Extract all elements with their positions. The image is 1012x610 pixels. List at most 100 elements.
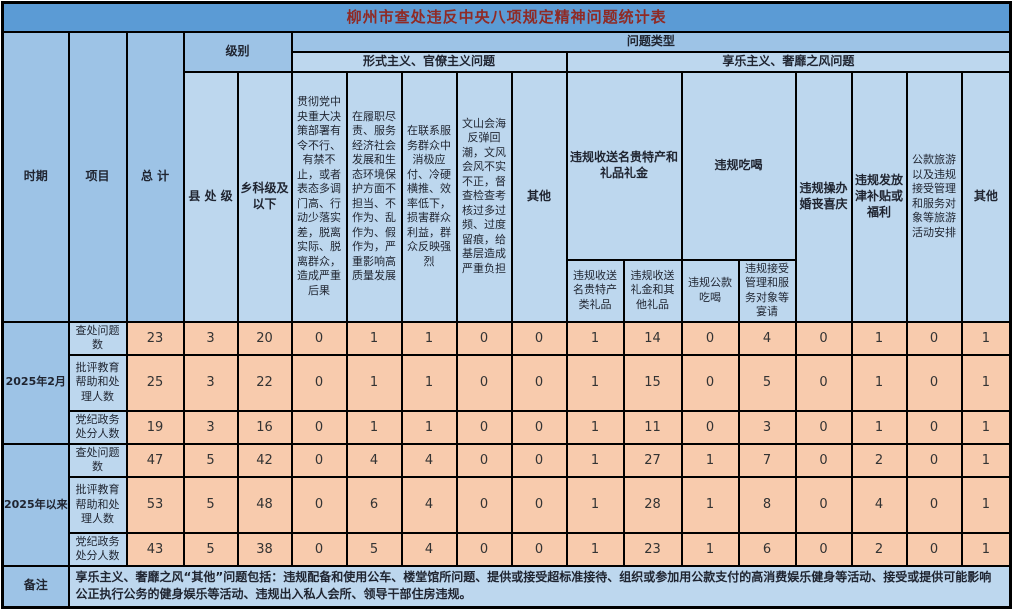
data-cell: 0 <box>510 409 568 445</box>
data-cell: 25 <box>125 353 185 412</box>
data-cell: 0 <box>905 442 963 478</box>
title-row: 柳州市查处违反中央八项规定精神问题统计表 <box>1 1 1012 33</box>
header-gifts-parent: 违规收送名贵特产和礼品礼金 <box>565 70 683 261</box>
data-cell: 0 <box>455 475 513 534</box>
data-cell: 1 <box>960 320 1012 356</box>
data-cell: 4 <box>400 531 458 567</box>
table-row: 2025年2月 查处问题数 23 3 20 0 1 1 0 0 1 14 0 4… <box>1 320 1012 445</box>
data-cell: 4 <box>737 320 797 356</box>
note-label: 备注 <box>1 564 70 609</box>
data-cell: 11 <box>622 409 683 445</box>
data-cell: 1 <box>345 409 403 445</box>
data-cell: 0 <box>510 531 568 567</box>
data-cell: 1 <box>565 320 625 356</box>
data-cell: 2 <box>850 531 908 567</box>
header-item-label: 项目 <box>67 31 128 323</box>
data-cell: 1 <box>850 409 908 445</box>
data-cell: 4 <box>400 475 458 534</box>
header-col-formalism-other: 其他 <box>510 70 568 323</box>
data-cell: 1 <box>960 442 1012 478</box>
header-formalism-group: 形式主义、官僚主义问题 <box>290 50 568 73</box>
data-cell: 1 <box>850 320 908 356</box>
data-cell: 0 <box>680 353 740 412</box>
data-cell: 48 <box>236 475 293 534</box>
header-row-groups: 形式主义、官僚主义问题 享乐主义、奢靡之风问题 <box>3 50 1012 73</box>
data-cell: 14 <box>622 320 683 356</box>
data-cell: 28 <box>622 475 683 534</box>
header-hedonism-group: 享乐主义、奢靡之风问题 <box>565 50 1012 73</box>
data-cell: 5 <box>182 531 239 567</box>
header-col-allowance: 违规发放津补贴或福利 <box>850 70 908 323</box>
header-col-gifts-money: 违规收送礼金和其他礼品 <box>622 258 683 323</box>
data-cell: 0 <box>794 353 853 412</box>
header-problem-type-label: 问题类型 <box>290 31 1012 53</box>
header-col-banquet: 违规接受管理和服务对象等宴请 <box>737 258 797 323</box>
data-cell: 53 <box>125 475 185 534</box>
data-cell: 0 <box>290 320 348 356</box>
data-cell: 42 <box>236 442 293 478</box>
header-dining-parent: 违规吃喝 <box>680 70 797 261</box>
data-cell: 0 <box>290 409 348 445</box>
header-row-top: 时期 项目 总 计 级别 问题类型 <box>1 31 1012 323</box>
header-col-hedonism-other: 其他 <box>960 70 1012 323</box>
period-cell: 2025年2月 <box>1 320 70 445</box>
data-cell: 1 <box>400 320 458 356</box>
data-cell: 1 <box>960 409 1012 445</box>
data-cell: 4 <box>345 442 403 478</box>
table-title: 柳州市查处违反中央八项规定精神问题统计表 <box>1 1 1012 33</box>
header-county-level: 县 处 级 <box>182 70 239 323</box>
data-cell: 1 <box>565 409 625 445</box>
data-cell: 0 <box>510 320 568 356</box>
data-cell: 27 <box>622 442 683 478</box>
table-row: 2025年以来 查处问题数 47 5 42 0 4 4 0 0 1 27 1 7… <box>1 442 1012 567</box>
header-col-gifts-special: 违规收送名贵特产类礼品 <box>565 258 625 323</box>
data-cell: 0 <box>510 353 568 412</box>
header-township-level: 乡科级及以下 <box>236 70 293 323</box>
header-col-travel: 公款旅游以及违规接受管理和服务对象等旅游活动安排 <box>905 70 963 323</box>
data-cell: 16 <box>236 409 293 445</box>
header-col-wedding-funeral: 违规操办婚丧喜庆 <box>794 70 853 323</box>
data-cell: 19 <box>125 409 185 445</box>
data-cell: 0 <box>680 320 740 356</box>
note-text: 享乐主义、奢靡之风“其他”问题包括：违规配备和使用公车、楼堂馆所问题、提供或接受… <box>67 564 1012 609</box>
row-label: 党纪政务处分人数 <box>67 531 128 567</box>
data-cell: 5 <box>737 353 797 412</box>
data-cell: 0 <box>905 475 963 534</box>
data-cell: 0 <box>905 531 963 567</box>
data-cell: 2 <box>850 442 908 478</box>
data-cell: 5 <box>182 475 239 534</box>
header-total-label: 总 计 <box>125 31 185 323</box>
data-cell: 4 <box>850 475 908 534</box>
data-cell: 43 <box>125 531 185 567</box>
row-label: 批评教育帮助和处理人数 <box>67 475 128 534</box>
data-cell: 0 <box>455 531 513 567</box>
data-cell: 0 <box>455 442 513 478</box>
data-cell: 22 <box>236 353 293 412</box>
data-cell: 1 <box>680 531 740 567</box>
period-cell: 2025年以来 <box>1 442 70 567</box>
header-period-label: 时期 <box>1 31 70 323</box>
data-cell: 8 <box>737 475 797 534</box>
data-cell: 0 <box>455 353 513 412</box>
data-cell: 1 <box>565 442 625 478</box>
row-label: 查处问题数 <box>67 442 128 478</box>
header-col-public-dining: 违规公款吃喝 <box>680 258 740 323</box>
table-row: 批评教育帮助和处理人数 53 5 48 0 6 4 0 0 1 28 1 8 0… <box>3 475 1012 534</box>
data-cell: 0 <box>290 353 348 412</box>
row-label: 党纪政务处分人数 <box>67 409 128 445</box>
data-cell: 0 <box>794 531 853 567</box>
data-cell: 5 <box>182 442 239 478</box>
data-cell: 6 <box>345 475 403 534</box>
data-cell: 0 <box>290 531 348 567</box>
header-row-subcolumns: 违规收送名贵特产类礼品 违规收送礼金和其他礼品 违规公款吃喝 违规接受管理和服务… <box>3 258 1011 323</box>
data-cell: 7 <box>737 442 797 478</box>
data-cell: 20 <box>236 320 293 356</box>
data-cell: 1 <box>680 475 740 534</box>
data-cell: 3 <box>182 409 239 445</box>
data-cell: 0 <box>905 320 963 356</box>
data-cell: 3 <box>182 320 239 356</box>
table-row: 党纪政务处分人数 19 3 16 0 1 1 0 0 1 11 0 3 0 1 … <box>3 409 1012 445</box>
data-cell: 1 <box>345 353 403 412</box>
data-cell: 4 <box>400 442 458 478</box>
